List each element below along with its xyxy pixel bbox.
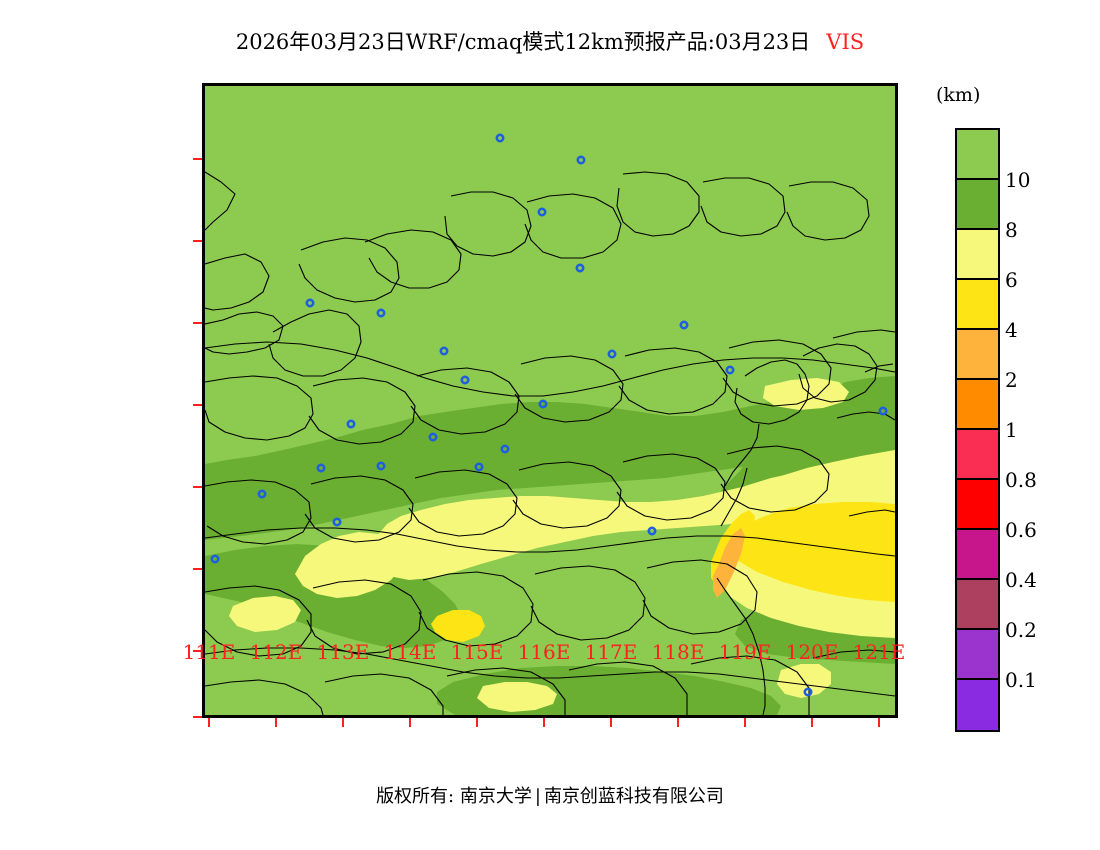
administrative-boundaries: [205, 171, 895, 715]
xtick-mark: [610, 718, 612, 727]
colorbar-label-0.8: 0.8: [1005, 468, 1037, 492]
xtick-mark: [208, 718, 210, 727]
ytick-mark: [193, 322, 202, 324]
city-station-marker[interactable]: [316, 463, 326, 473]
city-station-marker[interactable]: [210, 554, 220, 564]
map-plot-area[interactable]: [193, 83, 898, 727]
contour-band-8-10-central: [205, 382, 895, 540]
chart-title-main: 2026年03月23日WRF/cmaq模式12km预报产品:03月23日: [235, 30, 811, 54]
chart-title-variable: VIS: [826, 30, 865, 54]
city-station-marker[interactable]: [538, 399, 548, 409]
plot-frame: [202, 83, 898, 718]
city-station-marker[interactable]: [803, 687, 813, 697]
city-station-marker[interactable]: [576, 155, 586, 165]
xtick-label-116E: 116E: [517, 640, 571, 664]
contour-band-6-8-patch-west: [229, 596, 301, 632]
city-station-marker[interactable]: [376, 308, 386, 318]
xtick-label-115E: 115E: [450, 640, 504, 664]
ytick-mark: [193, 650, 202, 652]
colorbar-band-0.4-0.6[interactable]: [957, 530, 998, 580]
colorbar-unit-label: (km): [936, 84, 981, 106]
xtick-mark: [811, 718, 813, 727]
city-station-marker[interactable]: [500, 444, 510, 454]
city-station-marker[interactable]: [878, 406, 888, 416]
copyright-separator: |: [534, 786, 541, 807]
ytick-mark: [193, 240, 202, 242]
ytick-mark: [193, 486, 202, 488]
city-station-marker[interactable]: [474, 462, 484, 472]
xtick-mark: [543, 718, 545, 727]
xtick-mark: [275, 718, 277, 727]
copyright-company: 南京创蓝科技有限公司: [543, 786, 724, 807]
colorbar-label-6: 6: [1005, 268, 1018, 292]
colorbar-band-1-2[interactable]: [957, 380, 998, 430]
city-station-marker[interactable]: [725, 365, 735, 375]
city-station-marker[interactable]: [376, 461, 386, 471]
ytick-mark: [193, 158, 202, 160]
xtick-label-118E: 118E: [651, 640, 705, 664]
city-station-marker[interactable]: [257, 489, 267, 499]
xtick-mark: [409, 718, 411, 727]
colorbar-label-8: 8: [1005, 218, 1018, 242]
xtick-label-114E: 114E: [383, 640, 437, 664]
ytick-mark: [193, 568, 202, 570]
city-station-markers[interactable]: [210, 133, 888, 697]
colorbar-band-lt0.1[interactable]: [957, 680, 998, 730]
city-station-marker[interactable]: [495, 133, 505, 143]
colorbar-band-4-6[interactable]: [957, 280, 998, 330]
colorbar-band-2-4[interactable]: [957, 330, 998, 380]
colorbar-label-1: 1: [1005, 418, 1018, 442]
xtick-mark: [677, 718, 679, 727]
colorbar-band-0.2-0.4[interactable]: [957, 580, 998, 630]
contour-band-4-6-east: [727, 502, 895, 602]
contour-band-6-8-patch-south-a: [477, 682, 557, 712]
colorbar-label-0.1: 0.1: [1005, 668, 1037, 692]
city-station-marker[interactable]: [332, 517, 342, 527]
xtick-label-119E: 119E: [718, 640, 772, 664]
xtick-mark: [342, 718, 344, 727]
copyright-footer: 版权所有: 南京大学 | 南京创蓝科技有限公司: [0, 782, 1100, 808]
xtick-label-111E: 111E: [182, 640, 236, 664]
copyright-owner: 版权所有: 南京大学: [376, 786, 532, 807]
colorbar-band-6-8[interactable]: [957, 230, 998, 280]
colorbar-band-gt10[interactable]: [957, 130, 998, 180]
city-station-marker[interactable]: [537, 207, 547, 217]
ytick-mark: [193, 404, 202, 406]
chart-title: 2026年03月23日WRF/cmaq模式12km预报产品:03月23日 VIS: [0, 26, 1100, 56]
city-station-marker[interactable]: [575, 263, 585, 273]
city-station-marker[interactable]: [679, 320, 689, 330]
colorbar[interactable]: [955, 128, 1000, 732]
colorbar-band-0.8-1[interactable]: [957, 430, 998, 480]
xtick-mark: [744, 718, 746, 727]
city-station-marker[interactable]: [647, 526, 657, 536]
visibility-contour-map[interactable]: [205, 86, 895, 715]
colorbar-band-8-10[interactable]: [957, 180, 998, 230]
contour-band-4-6-central-patch: [431, 610, 485, 642]
xtick-mark: [476, 718, 478, 727]
colorbar-band-0.6-0.8[interactable]: [957, 480, 998, 530]
xtick-label-120E: 120E: [785, 640, 839, 664]
colorbar-label-0.6: 0.6: [1005, 518, 1037, 542]
colorbar-label-10: 10: [1005, 168, 1031, 192]
city-station-marker[interactable]: [439, 346, 449, 356]
colorbar-label-2: 2: [1005, 368, 1018, 392]
xtick-label-112E: 112E: [249, 640, 303, 664]
xtick-label-117E: 117E: [584, 640, 638, 664]
contour-band-2-4-coast: [713, 528, 745, 598]
city-station-marker[interactable]: [460, 375, 470, 385]
xtick-label-121E: 121E: [852, 640, 906, 664]
city-station-marker[interactable]: [346, 419, 356, 429]
colorbar-band-0.1-0.2[interactable]: [957, 630, 998, 680]
xtick-label-113E: 113E: [316, 640, 370, 664]
colorbar-label-0.2: 0.2: [1005, 618, 1037, 642]
city-station-marker[interactable]: [428, 432, 438, 442]
city-station-marker[interactable]: [305, 298, 315, 308]
city-station-marker[interactable]: [607, 349, 617, 359]
colorbar-label-4: 4: [1005, 318, 1018, 342]
xtick-mark: [878, 718, 880, 727]
ytick-mark: [193, 716, 202, 718]
colorbar-label-0.4: 0.4: [1005, 568, 1037, 592]
